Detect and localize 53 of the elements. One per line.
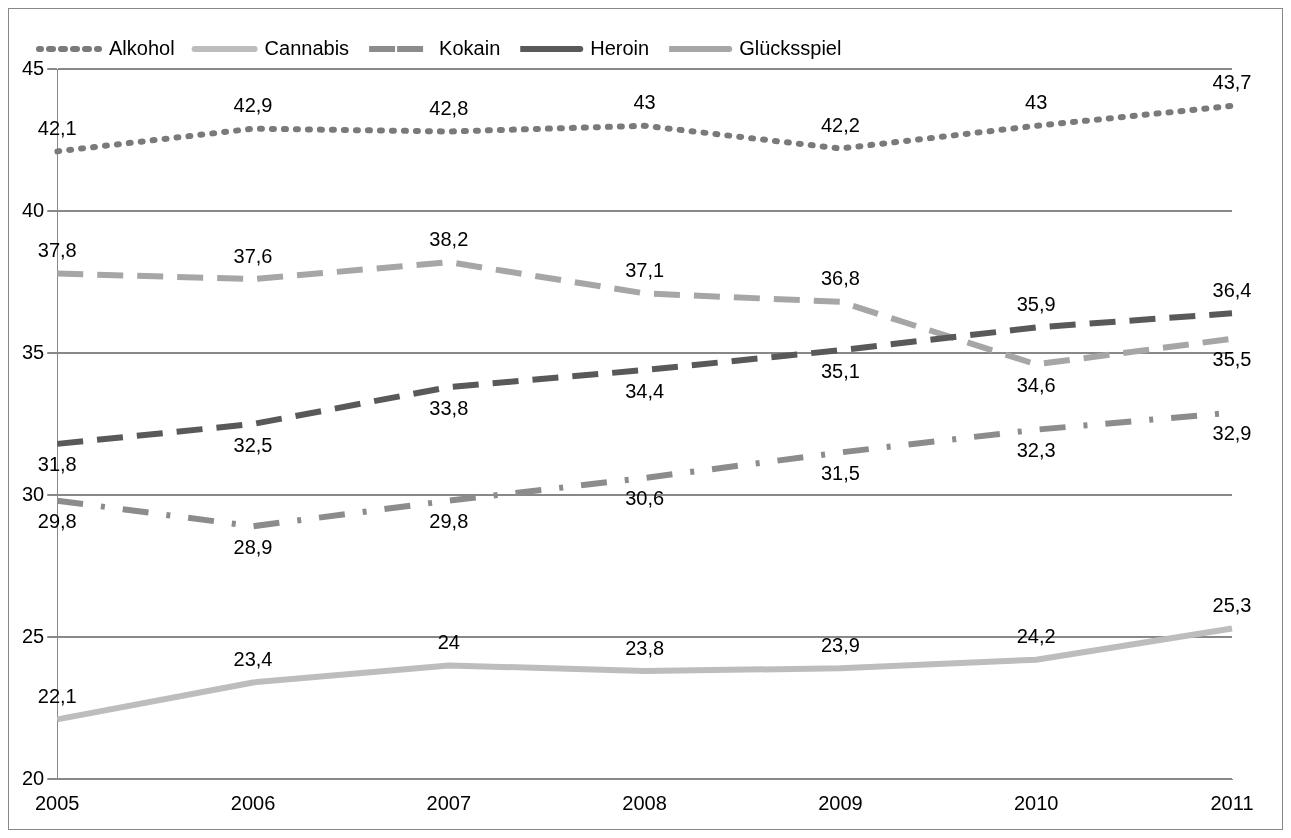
data-label: 43,7 — [1212, 71, 1252, 94]
data-label: 30,6 — [625, 487, 665, 510]
data-label: 35,1 — [820, 359, 860, 382]
data-label: 31,8 — [37, 453, 77, 476]
y-tick-label: 25 — [22, 624, 45, 647]
data-label: 33,8 — [429, 396, 469, 419]
y-tick-label: 40 — [22, 198, 45, 221]
data-label: 42,1 — [37, 116, 77, 139]
y-tick-label: 45 — [22, 56, 45, 79]
data-label: 32,5 — [233, 433, 273, 456]
x-tick-label: 2006 — [230, 791, 276, 814]
data-label: 37,8 — [37, 239, 77, 261]
x-tick-label: 2009 — [818, 791, 863, 814]
data-label: 24,2 — [1016, 625, 1056, 648]
data-label: 34,6 — [1016, 373, 1056, 396]
data-label: 35,9 — [1016, 292, 1056, 315]
data-label: 36,4 — [1212, 278, 1252, 301]
data-label: 25,3 — [1212, 594, 1252, 616]
x-tick-label: 2008 — [622, 791, 667, 814]
data-label: 23,8 — [625, 636, 665, 659]
y-tick-label: 30 — [22, 482, 45, 505]
data-label: 34,4 — [625, 379, 665, 402]
legend-label: Alkohol — [109, 36, 175, 59]
data-label: 32,3 — [1016, 439, 1056, 462]
x-tick-label: 2010 — [1013, 791, 1059, 814]
legend-label: Cannabis — [264, 36, 350, 59]
data-label: 23,9 — [820, 633, 860, 656]
legend-label: Heroin — [590, 36, 650, 59]
data-label: 22,1 — [37, 684, 77, 707]
data-label: 29,8 — [37, 510, 77, 533]
data-label: 29,8 — [429, 510, 469, 533]
data-label: 43 — [633, 91, 656, 114]
legend-label: Kokain — [439, 36, 501, 59]
data-label: 31,5 — [820, 461, 860, 484]
data-label: 42,8 — [429, 97, 469, 119]
y-tick-label: 20 — [22, 766, 45, 789]
legend-label: Glücksspiel — [739, 36, 842, 59]
data-label: 38,2 — [429, 227, 469, 250]
data-label: 43 — [1025, 91, 1048, 114]
data-label: 24 — [437, 630, 460, 653]
data-label: 28,9 — [233, 535, 273, 558]
x-tick-label: 2007 — [426, 791, 472, 814]
y-tick-label: 35 — [22, 340, 45, 363]
data-label: 42,2 — [820, 114, 860, 137]
data-label: 36,8 — [820, 267, 860, 290]
data-label: 32,9 — [1212, 422, 1252, 445]
data-label: 23,4 — [233, 647, 273, 670]
data-label: 37,6 — [233, 244, 273, 267]
x-tick-label: 2005 — [35, 791, 80, 814]
data-label: 42,9 — [233, 94, 273, 117]
x-tick-label: 2011 — [1210, 791, 1254, 814]
data-label: 37,1 — [625, 258, 665, 281]
data-label: 35,5 — [1212, 348, 1252, 371]
